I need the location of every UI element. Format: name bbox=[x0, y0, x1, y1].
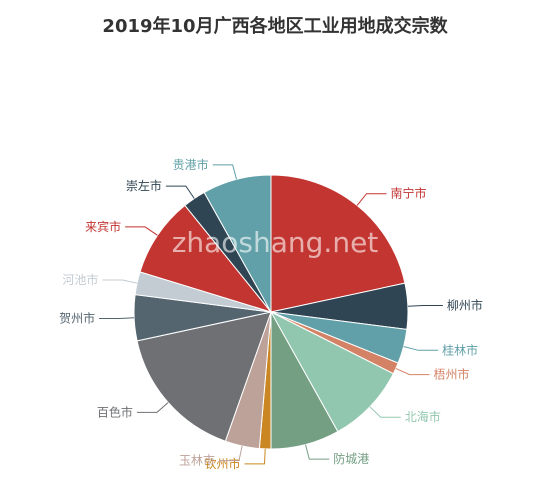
slice-label: 桂林市 bbox=[442, 342, 478, 357]
slice-label: 北海市 bbox=[405, 409, 441, 424]
slice-label: 贺州市 bbox=[59, 311, 95, 326]
label-line bbox=[219, 445, 243, 462]
slice-label: 柳州市 bbox=[447, 298, 483, 313]
label-line bbox=[125, 226, 158, 236]
pie-slice[interactable] bbox=[269, 310, 395, 433]
slice-label: 来宾市 bbox=[85, 219, 121, 234]
label-line bbox=[407, 305, 443, 307]
label-line bbox=[356, 193, 387, 206]
label-line bbox=[212, 164, 237, 180]
slice-label: 梧州市 bbox=[434, 367, 470, 382]
slice-label: 钦州市 bbox=[204, 456, 240, 471]
label-line bbox=[403, 346, 439, 351]
label-line bbox=[102, 279, 138, 284]
pie-slice[interactable] bbox=[270, 174, 406, 313]
label-line bbox=[244, 448, 266, 465]
slice-label: 河池市 bbox=[62, 272, 98, 287]
pie-slice[interactable] bbox=[136, 311, 272, 442]
label-line bbox=[99, 317, 135, 319]
slice-label: 崇左市 bbox=[126, 178, 162, 193]
label-line bbox=[136, 402, 169, 413]
label-line bbox=[369, 406, 401, 418]
slice-label: 玉林市 bbox=[179, 453, 215, 468]
label-line bbox=[305, 444, 330, 460]
chart-title: 2019年10月广西各地区工业用地成交宗数 bbox=[102, 16, 448, 37]
slice-label: 百色市 bbox=[97, 404, 133, 419]
pie-slice[interactable] bbox=[139, 204, 273, 313]
slice-label: 防城港 bbox=[333, 451, 369, 466]
watermark-text: zhaoshang.net bbox=[172, 226, 379, 259]
slice-label: 南宁市 bbox=[391, 186, 427, 201]
pie-slice[interactable] bbox=[203, 174, 272, 314]
label-line bbox=[165, 185, 195, 199]
label-line bbox=[395, 367, 430, 376]
slice-label: 贵港市 bbox=[173, 157, 209, 172]
